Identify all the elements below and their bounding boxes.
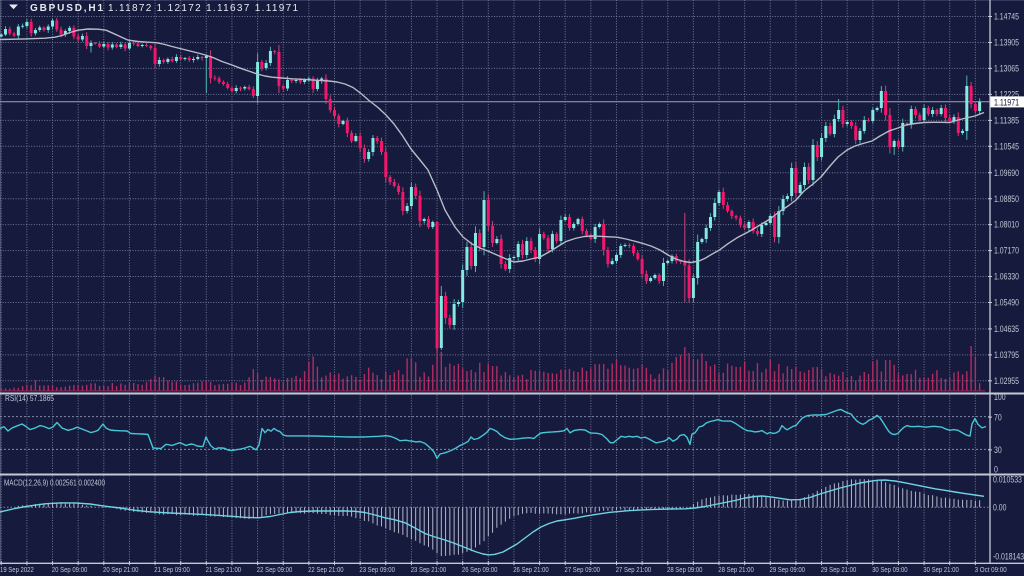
svg-text:GBPUSD,H1: GBPUSD,H1 xyxy=(30,3,103,14)
svg-text:70: 70 xyxy=(994,412,1002,423)
svg-text:1.13065: 1.13065 xyxy=(994,64,1019,75)
svg-text:1.02955: 1.02955 xyxy=(994,376,1019,387)
svg-text:30 Sep 09:00: 30 Sep 09:00 xyxy=(872,565,908,574)
svg-text:1.12225: 1.12225 xyxy=(994,90,1019,101)
svg-text:1.13905: 1.13905 xyxy=(994,38,1019,49)
svg-text:20 Sep 09:00: 20 Sep 09:00 xyxy=(52,565,88,574)
svg-text:29 Sep 21:00: 29 Sep 21:00 xyxy=(821,565,857,574)
svg-text:29 Sep 09:00: 29 Sep 09:00 xyxy=(770,565,806,574)
svg-text:-0.018143: -0.018143 xyxy=(993,551,1024,562)
svg-text:1.08850: 1.08850 xyxy=(994,194,1019,205)
svg-text:100: 100 xyxy=(994,392,1006,403)
svg-text:19 Sep 2022: 19 Sep 2022 xyxy=(0,565,34,574)
svg-text:MACD(12,26,9) 0.002561 0.00240: MACD(12,26,9) 0.002561 0.002400 xyxy=(4,477,105,487)
svg-text:22 Sep 21:00: 22 Sep 21:00 xyxy=(308,565,344,574)
svg-text:1.11385: 1.11385 xyxy=(994,116,1019,127)
svg-text:26 Sep 09:00: 26 Sep 09:00 xyxy=(462,565,498,574)
svg-text:1.03795: 1.03795 xyxy=(994,350,1019,361)
svg-text:30 Sep 21:00: 30 Sep 21:00 xyxy=(923,565,959,574)
svg-text:22 Sep 09:00: 22 Sep 09:00 xyxy=(257,565,293,574)
svg-text:21 Sep 09:00: 21 Sep 09:00 xyxy=(154,565,190,574)
svg-text:27 Sep 09:00: 27 Sep 09:00 xyxy=(565,565,601,574)
svg-text:28 Sep 21:00: 28 Sep 21:00 xyxy=(718,565,754,574)
svg-text:RSI(14) 57.1865: RSI(14) 57.1865 xyxy=(5,393,54,403)
svg-text:23 Sep 21:00: 23 Sep 21:00 xyxy=(411,565,447,574)
svg-text:28 Sep 09:00: 28 Sep 09:00 xyxy=(667,565,703,574)
svg-text:1.07170: 1.07170 xyxy=(994,246,1019,257)
svg-text:1.04635: 1.04635 xyxy=(994,324,1019,335)
svg-text:27 Sep 21:00: 27 Sep 21:00 xyxy=(616,565,652,574)
svg-text:1.05490: 1.05490 xyxy=(994,298,1019,309)
svg-text:1.11971: 1.11971 xyxy=(994,97,1019,108)
svg-text:0.010533: 0.010533 xyxy=(993,475,1022,486)
svg-text:1.06330: 1.06330 xyxy=(994,272,1019,283)
svg-text:20 Sep 21:00: 20 Sep 21:00 xyxy=(103,565,139,574)
svg-text:1.08010: 1.08010 xyxy=(994,220,1019,231)
svg-text:23 Sep 09:00: 23 Sep 09:00 xyxy=(359,565,395,574)
svg-text:1.11872 1.12172 1.11637 1.1197: 1.11872 1.12172 1.11637 1.11971 xyxy=(108,3,298,14)
svg-text:1.14745: 1.14745 xyxy=(994,12,1019,23)
svg-text:21 Sep 21:00: 21 Sep 21:00 xyxy=(206,565,242,574)
svg-text:3 Oct 09:00: 3 Oct 09:00 xyxy=(975,565,1007,574)
svg-text:1.10545: 1.10545 xyxy=(994,141,1019,152)
svg-text:0: 0 xyxy=(994,465,998,476)
svg-text:30: 30 xyxy=(994,445,1002,456)
svg-text:26 Sep 21:00: 26 Sep 21:00 xyxy=(513,565,549,574)
svg-text:1.09690: 1.09690 xyxy=(994,168,1019,179)
svg-text:0.00: 0.00 xyxy=(993,503,1006,514)
